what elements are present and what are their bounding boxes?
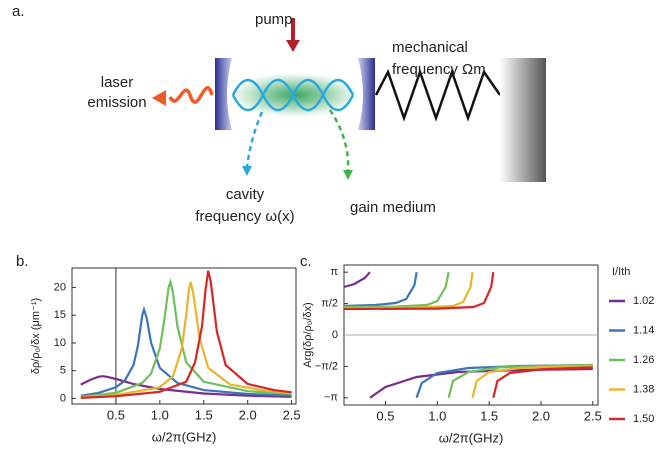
mechanical-label: mechanical xyxy=(392,39,468,56)
panel-label: b. xyxy=(16,253,29,270)
legend-label: 1.50 xyxy=(633,413,654,425)
y-tick-label: 15 xyxy=(54,309,66,321)
cavity-label: cavity xyxy=(226,186,265,203)
series-line xyxy=(80,375,292,398)
gain-label: gain medium xyxy=(350,199,436,216)
x-tick-label: 1.5 xyxy=(480,408,498,423)
cavity-diagram xyxy=(152,18,546,182)
x-axis-label: ω/2π(GHz) xyxy=(439,430,504,445)
gain-arrow-head xyxy=(343,170,353,180)
legend-label: 1.26 xyxy=(633,354,654,366)
wall xyxy=(500,58,546,182)
series-line xyxy=(343,272,593,399)
y-tick-label: π xyxy=(330,266,338,278)
y-tick-label: 0 xyxy=(60,392,66,404)
x-tick-label: 2.0 xyxy=(239,407,257,422)
legend-label: 1.14 xyxy=(633,324,654,336)
pump-arrow-head xyxy=(286,40,300,52)
series-line xyxy=(80,281,292,399)
panel-label: a. xyxy=(12,3,25,20)
y-tick-label: 20 xyxy=(54,281,66,293)
y-axis-label: δρ/ρ₀/δx (μm⁻¹) xyxy=(30,298,42,374)
y-tick-label: 0 xyxy=(332,329,338,341)
x-tick-label: 0.5 xyxy=(107,407,125,422)
left-mirror xyxy=(215,58,232,130)
legend-label: 1.02 xyxy=(633,295,654,307)
x-tick-label: 1.5 xyxy=(195,407,213,422)
plot-frame xyxy=(71,267,297,405)
y-tick-label: −π/2 xyxy=(315,360,338,372)
legend-title: I/Ith xyxy=(612,266,630,278)
laser-label: laser xyxy=(101,74,134,91)
x-tick-label: 1.0 xyxy=(428,408,446,423)
x-tick-label: 2.5 xyxy=(584,408,602,423)
emission-label: emission xyxy=(87,94,146,111)
mechanical-frequency-label: frequency Ωm xyxy=(392,61,486,78)
legend-label: 1.38 xyxy=(633,383,654,395)
y-tick-label: 10 xyxy=(54,337,66,349)
right-mirror xyxy=(358,58,375,130)
spring xyxy=(374,68,502,122)
series-line xyxy=(80,305,292,397)
cavity-arrow-head xyxy=(242,166,252,176)
laser-wave xyxy=(168,86,214,104)
cavity-frequency-label: frequency ω(x) xyxy=(195,208,294,225)
x-tick-label: 0.5 xyxy=(376,408,394,423)
x-tick-label: 2.5 xyxy=(283,407,301,422)
cavity-arrow xyxy=(245,111,264,169)
panel-label: c. xyxy=(300,253,312,270)
y-axis-label: Arg(δρ/ρ₀/δx) xyxy=(302,302,314,367)
y-tick-label: −π xyxy=(324,392,338,404)
pump-label: pump xyxy=(255,11,293,28)
x-tick-label: 2.0 xyxy=(532,408,550,423)
gain-cloud xyxy=(230,73,360,117)
y-tick-label: π/2 xyxy=(321,297,338,309)
x-axis-label: ω/2π(GHz) xyxy=(152,429,217,444)
laser-arrow-head xyxy=(152,90,166,106)
series-line xyxy=(80,270,292,399)
gain-arrow xyxy=(328,109,350,173)
y-tick-label: 5 xyxy=(60,365,66,377)
series-line xyxy=(80,277,292,398)
x-tick-label: 1.0 xyxy=(151,407,169,422)
cavity-mode xyxy=(231,78,355,112)
